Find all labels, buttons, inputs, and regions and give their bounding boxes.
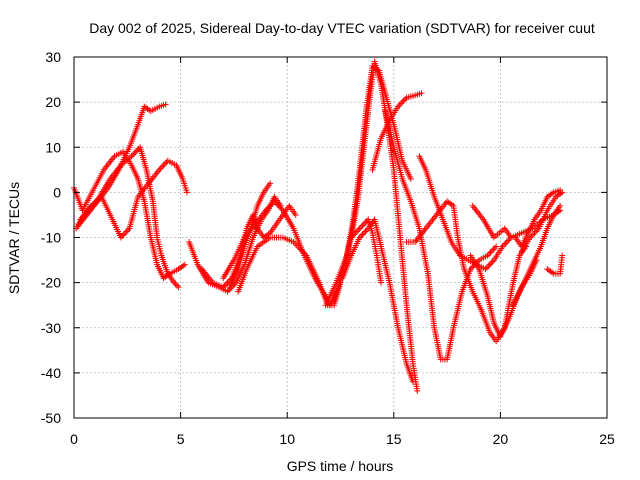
plus-marker: [363, 226, 370, 233]
series-track-16: [403, 198, 529, 345]
plus-marker: [159, 163, 166, 170]
plus-marker: [487, 249, 494, 256]
plus-marker: [358, 223, 365, 230]
plus-marker: [378, 279, 385, 286]
series-track-23: [544, 252, 566, 277]
plus-marker: [488, 260, 495, 267]
series-track-4: [77, 157, 190, 241]
plus-marker: [359, 222, 366, 229]
plus-marker: [292, 211, 299, 218]
series-track-7: [198, 202, 299, 291]
y-tick-label: -10: [41, 230, 61, 246]
plus-marker: [131, 150, 138, 157]
plus-marker: [360, 229, 367, 236]
series-track-15: [382, 108, 500, 363]
plus-marker: [129, 151, 136, 158]
y-tick-label: 0: [53, 184, 61, 200]
plus-marker: [120, 231, 127, 238]
x-tick-label: 5: [177, 431, 185, 447]
plus-marker: [530, 231, 537, 238]
plus-marker: [505, 237, 512, 244]
x-tick-label: 25: [599, 431, 615, 447]
plus-marker: [122, 229, 129, 236]
chart-title: Day 002 of 2025, Sidereal Day-to-day VTE…: [89, 20, 595, 36]
plus-marker: [493, 243, 500, 250]
series-track-19: [469, 202, 515, 241]
plus-marker: [400, 97, 407, 104]
series-track-2: [73, 101, 169, 232]
plus-marker: [489, 258, 496, 265]
plus-marker: [162, 101, 169, 108]
plus-marker: [528, 232, 535, 239]
plus-marker: [267, 180, 274, 187]
data-points: [71, 58, 566, 394]
plus-marker: [418, 90, 425, 97]
y-tick-label: -50: [41, 410, 61, 426]
plus-marker: [407, 175, 414, 182]
plus-marker: [174, 282, 181, 289]
plus-marker: [503, 239, 510, 246]
plus-marker: [359, 231, 366, 238]
plus-marker: [409, 378, 416, 385]
plus-marker: [355, 226, 362, 233]
series-track-9: [235, 234, 344, 309]
y-tick-label: -40: [41, 365, 61, 381]
plus-marker: [397, 100, 404, 107]
x-axis: 0 5 10 15 20 25: [70, 57, 615, 447]
plus-marker: [414, 387, 421, 394]
plus-marker: [157, 165, 164, 172]
y-axis: -50 -40 -30 -20 -10 0 10 20 30: [41, 49, 607, 426]
plus-marker: [559, 252, 566, 259]
plus-marker: [183, 189, 190, 196]
plus-marker: [175, 284, 182, 291]
plus-marker: [160, 162, 167, 169]
plus-marker: [502, 240, 509, 247]
plus-marker: [486, 261, 493, 268]
plus-marker: [500, 242, 507, 249]
y-axis-title: SDTVAR / TECUs: [6, 182, 22, 294]
plus-marker: [399, 99, 406, 106]
plus-marker: [559, 189, 566, 196]
plus-marker: [123, 228, 130, 235]
x-axis-title: GPS time / hours: [287, 458, 394, 474]
plus-marker: [490, 246, 497, 253]
plus-marker: [362, 228, 369, 235]
series-track-13: [348, 216, 385, 286]
series-track-22: [510, 257, 540, 309]
plus-marker: [533, 257, 540, 264]
x-tick-label: 0: [70, 431, 78, 447]
plus-marker: [181, 261, 188, 268]
y-tick-label: 10: [45, 139, 61, 155]
plus-marker: [362, 219, 369, 226]
y-tick-label: -30: [41, 320, 61, 336]
x-tick-label: 15: [386, 431, 402, 447]
plus-marker: [396, 102, 403, 109]
y-tick-label: -20: [41, 275, 61, 291]
series-track-3: [75, 144, 182, 291]
x-tick-label: 10: [279, 431, 295, 447]
series-track-12: [339, 216, 416, 385]
x-tick-label: 20: [493, 431, 509, 447]
plus-marker: [488, 248, 495, 255]
plus-marker: [491, 245, 498, 252]
plus-marker: [483, 264, 490, 271]
plus-marker: [277, 204, 284, 211]
plus-marker: [221, 282, 228, 289]
y-tick-label: 30: [45, 49, 61, 65]
plus-marker: [356, 225, 363, 232]
plus-marker: [557, 202, 564, 209]
plus-marker: [486, 251, 493, 258]
series-track-21: [518, 189, 566, 255]
plus-marker: [134, 147, 141, 154]
y-tick-label: 20: [45, 94, 61, 110]
plus-marker: [172, 281, 179, 288]
